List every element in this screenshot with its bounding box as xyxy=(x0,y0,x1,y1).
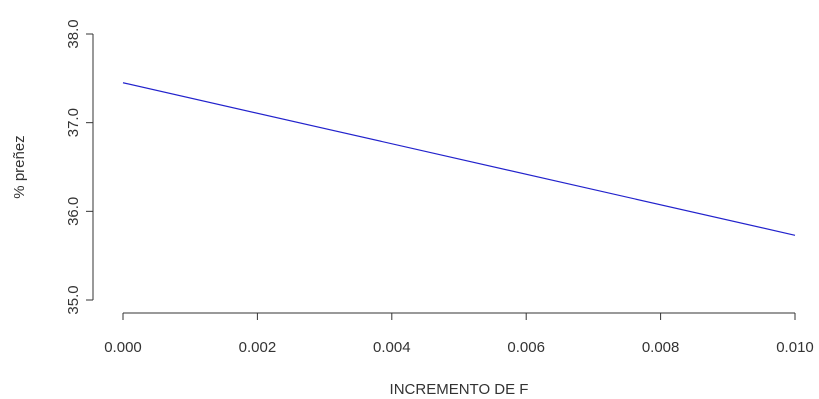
x-axis-title: INCREMENTO DE F xyxy=(390,381,529,398)
x-axis-ticks: 0.000 0.002 0.004 0.006 0.008 0.010 xyxy=(104,313,814,356)
series-line xyxy=(122,82,796,236)
x-tick-label: 0.004 xyxy=(373,339,411,356)
x-tick-label: 0.002 xyxy=(239,339,277,356)
y-axis-ticks: 35.0 36.0 37.0 38.0 xyxy=(65,19,93,315)
y-axis-title: % preñez xyxy=(11,135,28,198)
x-tick-label: 0.000 xyxy=(104,339,142,356)
x-tick-label: 0.010 xyxy=(776,339,814,356)
y-tick-label: 37.0 xyxy=(65,108,82,137)
y-tick-label: 35.0 xyxy=(65,285,82,314)
x-tick-label: 0.006 xyxy=(507,339,545,356)
plot-area xyxy=(122,82,796,236)
y-tick-label: 38.0 xyxy=(65,19,82,48)
y-tick-label: 36.0 xyxy=(65,197,82,226)
x-tick-label: 0.008 xyxy=(642,339,680,356)
